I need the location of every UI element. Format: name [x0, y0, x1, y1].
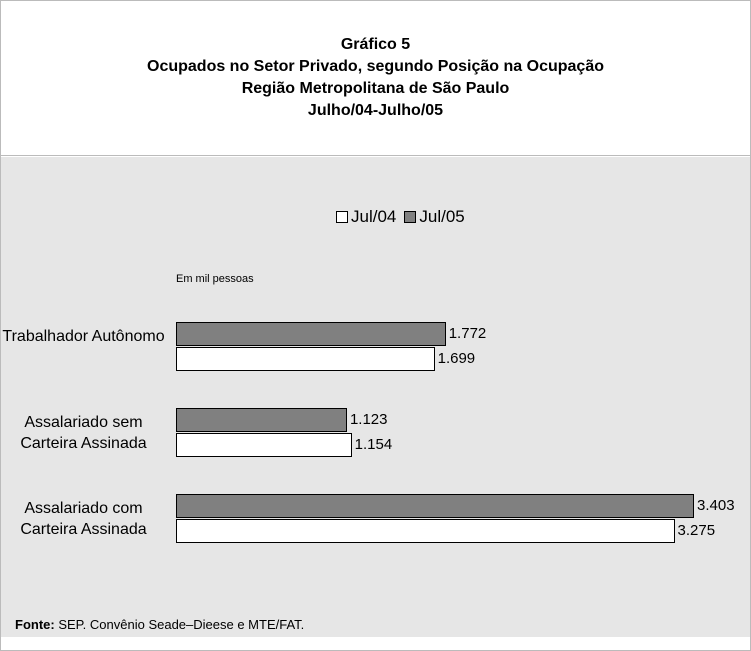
legend-label: Jul/05	[419, 207, 465, 226]
value-label: 1.699	[437, 350, 476, 367]
value-label: 3.403	[697, 497, 735, 514]
bar	[176, 322, 446, 346]
category-label: Trabalhador Autônomo	[2, 328, 165, 345]
title-line: Julho/04-Julho/05	[307, 102, 444, 119]
legend-swatch	[404, 211, 417, 223]
plot-area: Em mil pessoas Jul/04 Jul/05 Trabalhador A…	[1, 157, 750, 637]
value-label: 1.123	[349, 411, 388, 428]
source-label: Fonte:	[15, 617, 55, 632]
title-line: Região Metropolitana de São Paulo	[241, 80, 510, 97]
legend-swatch	[336, 211, 348, 223]
legend: Jul/04 Jul/05	[336, 207, 465, 227]
value-label: 1.154	[354, 436, 393, 453]
value-label: 1.772	[448, 325, 487, 342]
value-label: 3.275	[677, 522, 716, 539]
bar	[176, 408, 347, 432]
legend-label: Jul/04	[351, 207, 397, 226]
bar	[176, 433, 352, 457]
category-label: Assalariado com Carteira Assinada	[20, 500, 147, 538]
bar	[176, 494, 694, 518]
source: Fonte: SEP. Convênio Seade–Dieese e MTE/…	[15, 617, 304, 632]
bar	[176, 347, 435, 371]
title-line: Ocupados no Setor Privado, segundo Posiç…	[147, 58, 604, 75]
title-line: Gráfico 5	[340, 36, 411, 53]
category-label: Assalariado sem Carteira Assinada	[20, 414, 147, 452]
title-block: Gráfico 5 Ocupados no Setor Privado, segu…	[1, 1, 750, 156]
source-text: SEP. Convênio Seade–Dieese e MTE/FAT.	[58, 617, 305, 632]
bar	[176, 519, 675, 543]
unit-note: Em mil pessoas	[176, 273, 254, 285]
